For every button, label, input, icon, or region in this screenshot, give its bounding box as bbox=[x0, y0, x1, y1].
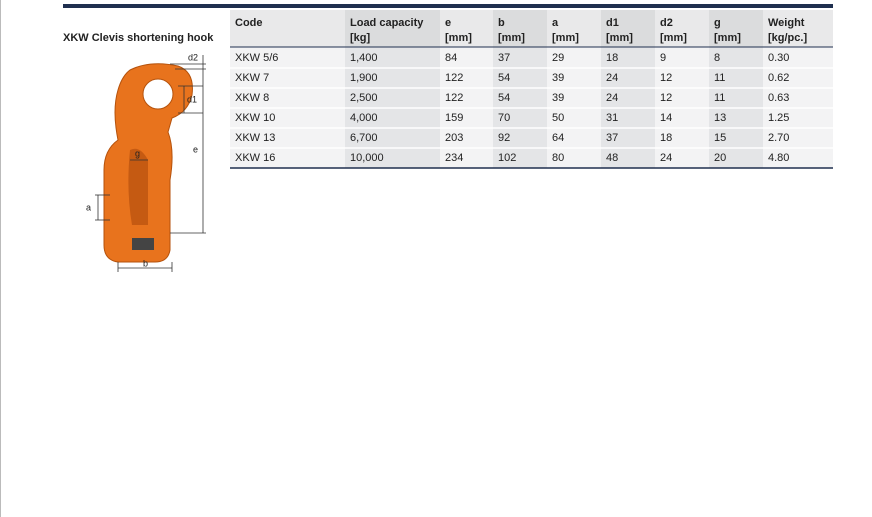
cell: 0.63 bbox=[768, 92, 789, 104]
cell: 48 bbox=[606, 152, 618, 164]
cell: 50 bbox=[552, 112, 564, 124]
cell: 37 bbox=[606, 132, 618, 144]
cell: XKW 5/6 bbox=[235, 52, 278, 64]
cell: 64 bbox=[552, 132, 564, 144]
cell: 1,400 bbox=[350, 52, 378, 64]
label-a: a bbox=[86, 202, 91, 212]
label-e: e bbox=[193, 144, 198, 154]
column bbox=[547, 10, 601, 168]
cell: XKW 13 bbox=[235, 132, 275, 144]
header-cell: Load capacity bbox=[350, 17, 424, 29]
cell: 31 bbox=[606, 112, 618, 124]
label-d2: d2 bbox=[188, 52, 198, 62]
cell: 54 bbox=[498, 72, 510, 84]
table: Code Load capacity [kg] e [mm] b [mm] a [mm] d1 [m… bbox=[230, 10, 833, 169]
header-cell: Code bbox=[235, 17, 263, 29]
column bbox=[763, 10, 833, 168]
hook-eye bbox=[142, 78, 174, 110]
title: XKW Clevis shortening hook bbox=[63, 32, 214, 44]
cell: 1,900 bbox=[350, 72, 378, 84]
cell: 234 bbox=[445, 152, 463, 164]
cell: 18 bbox=[606, 52, 618, 64]
cell: 24 bbox=[606, 92, 618, 104]
cell: 0.30 bbox=[768, 52, 789, 64]
pin bbox=[132, 238, 154, 250]
label-b: b bbox=[143, 258, 148, 268]
cell: 92 bbox=[498, 132, 510, 144]
label-g: g bbox=[135, 148, 140, 158]
cell: 24 bbox=[606, 72, 618, 84]
cell: 1.25 bbox=[768, 112, 789, 124]
cell: 12 bbox=[660, 72, 672, 84]
shaded-column bbox=[601, 10, 655, 168]
cell: 4.80 bbox=[768, 152, 789, 164]
cell: 9 bbox=[660, 52, 666, 64]
hook-diagram: d2 d1 e g a b bbox=[86, 52, 206, 272]
header-cell: g bbox=[714, 17, 721, 29]
column bbox=[655, 10, 709, 168]
label-d1: d1 bbox=[187, 94, 197, 104]
cell: XKW 8 bbox=[235, 92, 269, 104]
header-cell: [mm] bbox=[498, 32, 525, 44]
cell: 0.62 bbox=[768, 72, 789, 84]
hook-body bbox=[103, 63, 193, 263]
cell: 2.70 bbox=[768, 132, 789, 144]
cell: 159 bbox=[445, 112, 463, 124]
header-cell: [mm] bbox=[714, 32, 741, 44]
header-cell: [mm] bbox=[606, 32, 633, 44]
top-bar bbox=[63, 4, 833, 8]
cell: 14 bbox=[660, 112, 672, 124]
cell: 8 bbox=[714, 52, 720, 64]
cell: 102 bbox=[498, 152, 516, 164]
header-cell: d1 bbox=[606, 17, 619, 29]
header-cell: d2 bbox=[660, 17, 673, 29]
cell: 39 bbox=[552, 92, 564, 104]
cell: 122 bbox=[445, 72, 463, 84]
header-cell: Weight bbox=[768, 17, 805, 29]
cell: 29 bbox=[552, 52, 564, 64]
cell: XKW 10 bbox=[235, 112, 275, 124]
cell: 10,000 bbox=[350, 152, 384, 164]
header-bg bbox=[230, 10, 833, 47]
header-cell: e bbox=[445, 17, 451, 29]
cell: 39 bbox=[552, 72, 564, 84]
cell: 15 bbox=[714, 132, 726, 144]
header-cell: a bbox=[552, 17, 559, 29]
shaded-column bbox=[493, 10, 547, 168]
column bbox=[440, 10, 493, 168]
cell: XKW 16 bbox=[235, 152, 275, 164]
cell: 4,000 bbox=[350, 112, 378, 124]
cell: 84 bbox=[445, 52, 457, 64]
cell: 122 bbox=[445, 92, 463, 104]
cell: 13 bbox=[714, 112, 726, 124]
header-cell: [mm] bbox=[552, 32, 579, 44]
cell: 11 bbox=[714, 92, 725, 104]
column bbox=[230, 10, 345, 168]
header-cell: [kg] bbox=[350, 32, 371, 44]
shaded-column bbox=[345, 10, 440, 168]
shaded-column bbox=[709, 10, 763, 168]
cell: 203 bbox=[445, 132, 463, 144]
cell: 18 bbox=[660, 132, 672, 144]
header-cell: [mm] bbox=[660, 32, 687, 44]
cell: 20 bbox=[714, 152, 726, 164]
cell: 70 bbox=[498, 112, 510, 124]
header-cell: b bbox=[498, 17, 505, 29]
cell: 24 bbox=[660, 152, 672, 164]
header-cell: [mm] bbox=[445, 32, 472, 44]
hook-slot bbox=[128, 148, 148, 225]
cell: 11 bbox=[714, 72, 725, 84]
cell: 12 bbox=[660, 92, 672, 104]
cell: XKW 7 bbox=[235, 72, 269, 84]
header-cell: [kg/pc.] bbox=[768, 32, 807, 44]
cell: 80 bbox=[552, 152, 564, 164]
cell: 6,700 bbox=[350, 132, 378, 144]
cell: 54 bbox=[498, 92, 510, 104]
cell: 2,500 bbox=[350, 92, 378, 104]
cell: 37 bbox=[498, 52, 510, 64]
